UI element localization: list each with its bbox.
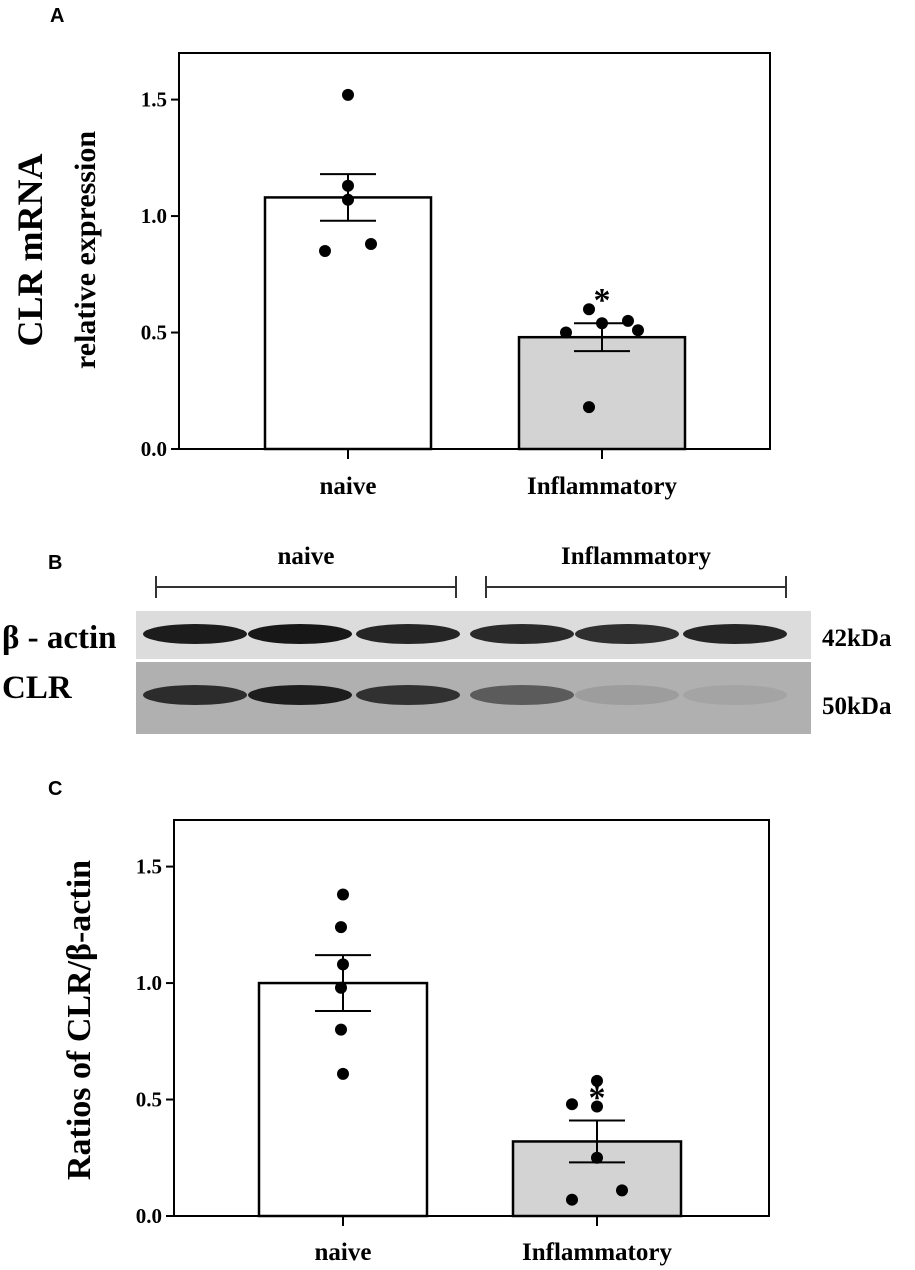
data-point (560, 326, 572, 339)
clr-band (356, 685, 460, 705)
x-tick-label: naive (315, 1239, 372, 1266)
data-point (319, 245, 331, 257)
data-point (337, 958, 349, 971)
data-point (616, 1184, 628, 1197)
significance-marker: * (594, 282, 611, 319)
lane-group-label: naive (278, 543, 335, 570)
row-label-beta-actin: β - actin (2, 620, 117, 656)
panel-letter-b: B (48, 552, 62, 574)
beta-actin-band (575, 624, 679, 644)
data-point (583, 401, 595, 414)
data-point (335, 1023, 347, 1036)
y-tick-label: 1.5 (141, 88, 167, 112)
x-tick-label: Inflammatory (522, 1239, 672, 1266)
chart-panel-a: 0.0 0.5 1.0 1.5 CLR mRNA relative expression n… (10, 52, 771, 500)
clr-band (470, 685, 574, 705)
data-point (342, 179, 354, 192)
data-point (342, 88, 354, 101)
x-tick-label: naive (320, 473, 377, 500)
data-point (335, 981, 347, 994)
plot-frame (173, 819, 770, 1217)
y-tick-label: 0.0 (141, 437, 167, 461)
y-tick-label: 1.0 (141, 204, 167, 228)
y-tick-label: 0.0 (136, 1204, 162, 1228)
data-point (591, 1151, 603, 1164)
y-tick-label: 1.0 (136, 971, 162, 995)
lane-group-bracket (485, 576, 787, 598)
beta-actin-band (470, 624, 574, 644)
data-point (337, 888, 349, 901)
data-point (337, 1067, 349, 1080)
data-point (596, 317, 608, 330)
y-tick-label: 0.5 (141, 321, 167, 345)
beta-actin-band (356, 624, 460, 644)
beta-actin-band (248, 624, 352, 644)
data-point (591, 1100, 603, 1113)
lane-group-bracket (155, 576, 457, 598)
data-point (566, 1193, 578, 1206)
y-tick-label: 0.5 (136, 1088, 162, 1112)
size-marker-50kda: 50kDa (822, 693, 892, 720)
data-point (566, 1098, 578, 1111)
data-point (622, 314, 634, 327)
plot-frame (178, 52, 771, 450)
clr-band (248, 685, 352, 705)
row-label-clr: CLR (2, 670, 73, 706)
data-point (632, 324, 644, 337)
data-point (335, 921, 347, 934)
panel-letter-c: C (48, 778, 62, 800)
bar-naive (263, 196, 433, 451)
significance-marker: * (589, 1079, 606, 1116)
y-axis-label-line1: CLR mRNA (10, 154, 50, 347)
western-blot-panel-b: naive Inflammatory β - actin CLR 42kDa 50kDa (2, 543, 892, 734)
bar-naive (257, 981, 429, 1218)
data-point (342, 193, 354, 206)
clr-band (683, 685, 787, 705)
clr-band (575, 685, 679, 705)
size-marker-42kda: 42kDa (822, 625, 892, 652)
x-tick-label: Inflammatory (527, 473, 677, 500)
panel-letter-a: A (50, 5, 64, 27)
data-point (583, 303, 595, 316)
data-point (365, 238, 377, 251)
y-axis-label: Ratios of CLR/β-actin (61, 860, 98, 1180)
clr-band (143, 685, 247, 705)
beta-actin-band (683, 624, 787, 644)
bar-inflammatory (517, 335, 687, 451)
y-tick-label: 1.5 (136, 855, 162, 879)
lane-group-label: Inflammatory (561, 543, 711, 570)
y-axis-label-line2: relative expression (69, 131, 102, 369)
data-point (591, 1074, 603, 1087)
chart-panel-c: 0.0 0.5 1.0 1.5 Ratios of CLR/β-actin naive In… (61, 819, 770, 1266)
beta-actin-band (143, 624, 247, 644)
